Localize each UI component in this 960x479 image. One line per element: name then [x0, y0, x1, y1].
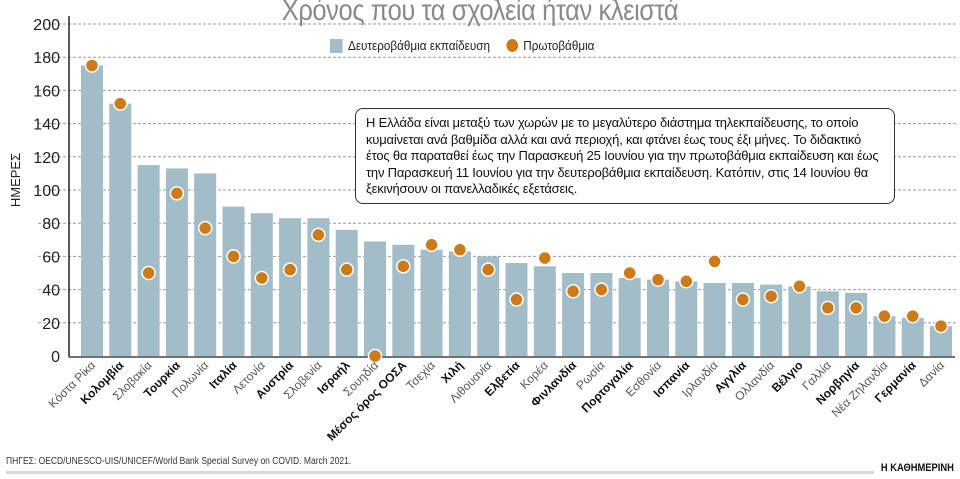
bar [760, 284, 783, 356]
dot [622, 265, 637, 281]
dot [396, 259, 411, 274]
bar [477, 256, 500, 356]
dot [679, 274, 694, 289]
bar [335, 229, 358, 356]
y-tick-label: 140 [33, 117, 60, 134]
bar [279, 218, 302, 356]
y-tick-label: 180 [33, 50, 60, 67]
dot [452, 242, 468, 258]
bar [448, 251, 471, 356]
dot [339, 262, 354, 277]
dot [820, 300, 836, 316]
dot [848, 300, 864, 316]
y-tick-label: 0 [51, 349, 60, 366]
bar [137, 165, 160, 356]
dot [565, 284, 581, 299]
y-tick-label: 100 [33, 183, 60, 200]
dot [763, 288, 779, 304]
bar [703, 282, 726, 356]
y-tick-label: 60 [42, 249, 60, 266]
bar [788, 286, 811, 356]
dot [509, 292, 524, 307]
dot [113, 96, 128, 111]
bar [364, 241, 386, 356]
dot [877, 308, 892, 324]
bar [533, 266, 556, 356]
legend-label-secondary: Δευτεροβάθμια εκπαίδευση [348, 38, 490, 53]
bar [901, 317, 924, 356]
dot [792, 279, 807, 294]
dot [226, 249, 241, 264]
dot [933, 318, 949, 334]
bar [109, 103, 132, 357]
legend-swatch-secondary [330, 38, 343, 53]
bar [675, 281, 698, 356]
legend: Δευτεροβάθμια εκπαίδευση Πρωτοβάθμια [330, 38, 594, 53]
bar [392, 244, 415, 356]
dot [905, 308, 920, 324]
legend-swatch-primary [506, 39, 518, 52]
dot [650, 272, 666, 287]
y-tick-label: 40 [42, 283, 60, 300]
y-tick-label: 200 [33, 17, 60, 34]
x-tick-label: Τσεχία [403, 358, 437, 392]
dot [594, 282, 609, 297]
annotation-box: Η Ελλάδα είναι μεταξύ των χωρών με το με… [355, 108, 895, 204]
bar [618, 277, 641, 356]
bar [165, 168, 188, 356]
bar [930, 326, 952, 356]
source-note: ΠΗΓΕΣ: OECD/UNESCO-UIS/UNICEF/World Bank… [6, 456, 352, 467]
y-tick-label: 120 [33, 150, 60, 167]
y-tick-label: 20 [42, 316, 60, 333]
dot [537, 250, 553, 266]
dot [367, 348, 383, 364]
dot [141, 265, 156, 281]
y-tick-label: 160 [33, 83, 60, 100]
dot [84, 58, 100, 73]
dot [480, 262, 496, 277]
brand-logo: Η ΚΑΘΗΜΕΡΙΝΗ [881, 462, 954, 474]
x-tick-label: Βέλγιο [769, 358, 806, 395]
bar [420, 249, 443, 356]
dot [197, 220, 213, 236]
bar [873, 316, 896, 356]
y-tick-label: 80 [42, 216, 60, 233]
dot [424, 237, 439, 253]
footer-divider [6, 471, 874, 474]
bar [505, 263, 528, 356]
dot [282, 262, 298, 277]
dot [169, 186, 185, 201]
dot [735, 292, 751, 307]
dot [254, 270, 270, 286]
bar [194, 173, 217, 356]
bar [647, 279, 669, 356]
y-axis-label: ΗΜΕΡΕΣ [8, 153, 23, 207]
chart-title: Χρόνος που τα σχολεία ήταν κλειστά [281, 0, 679, 27]
bar [307, 218, 330, 356]
dot [707, 254, 722, 269]
dot [311, 227, 326, 243]
bar [81, 65, 103, 356]
bar [222, 206, 245, 356]
legend-label-primary: Πρωτοβάθμια [523, 38, 595, 53]
x-tick-label: Δανία [916, 358, 948, 390]
